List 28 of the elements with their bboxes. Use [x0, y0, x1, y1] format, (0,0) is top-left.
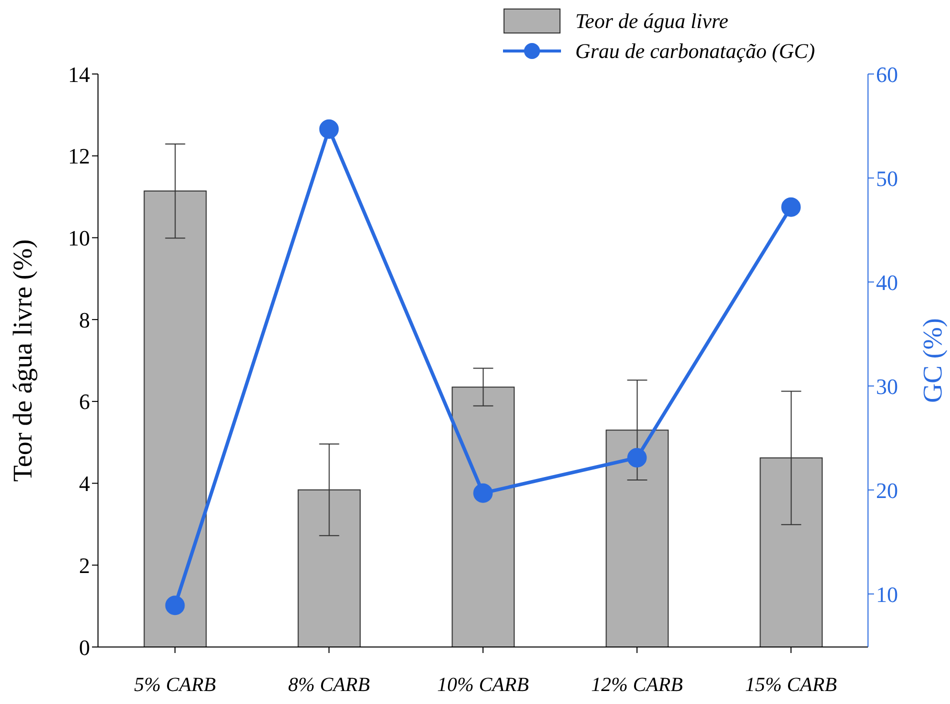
x-tick-label: 15% CARB — [745, 674, 837, 696]
point — [319, 119, 339, 139]
y2-tick-label: 40 — [876, 270, 898, 295]
x-tick-label: 8% CARB — [288, 674, 370, 696]
y2-tick-label: 10 — [876, 582, 898, 607]
x-tick-label: 12% CARB — [591, 674, 683, 696]
y-tick-label: 6 — [79, 389, 90, 414]
point — [627, 448, 647, 468]
y2-tick-label: 60 — [876, 62, 898, 87]
point — [165, 596, 185, 616]
y-axis-title: Teor de água livre (%) — [8, 239, 38, 482]
legend-label: Grau de carbonatação (GC) — [575, 38, 815, 64]
y-tick-label: 14 — [68, 62, 90, 87]
y2-tick-label: 20 — [876, 478, 898, 503]
x-tick-label: 10% CARB — [437, 674, 529, 696]
point — [781, 197, 801, 217]
y2-tick-label: 50 — [876, 166, 898, 191]
y-tick-label: 4 — [79, 471, 90, 496]
point — [473, 483, 493, 503]
y2-tick-label: 30 — [876, 374, 898, 399]
y-tick-label: 2 — [79, 552, 90, 578]
legend-label: Teor de água livre — [575, 8, 728, 34]
y-tick-label: 12 — [68, 144, 90, 169]
y-tick-label: 8 — [79, 307, 90, 332]
x-tick-label: 5% CARB — [134, 674, 216, 696]
y-tick-label: 0 — [79, 634, 90, 660]
y-tick-label: 10 — [68, 226, 90, 251]
y2-axis-title: GC (%) — [918, 318, 948, 403]
